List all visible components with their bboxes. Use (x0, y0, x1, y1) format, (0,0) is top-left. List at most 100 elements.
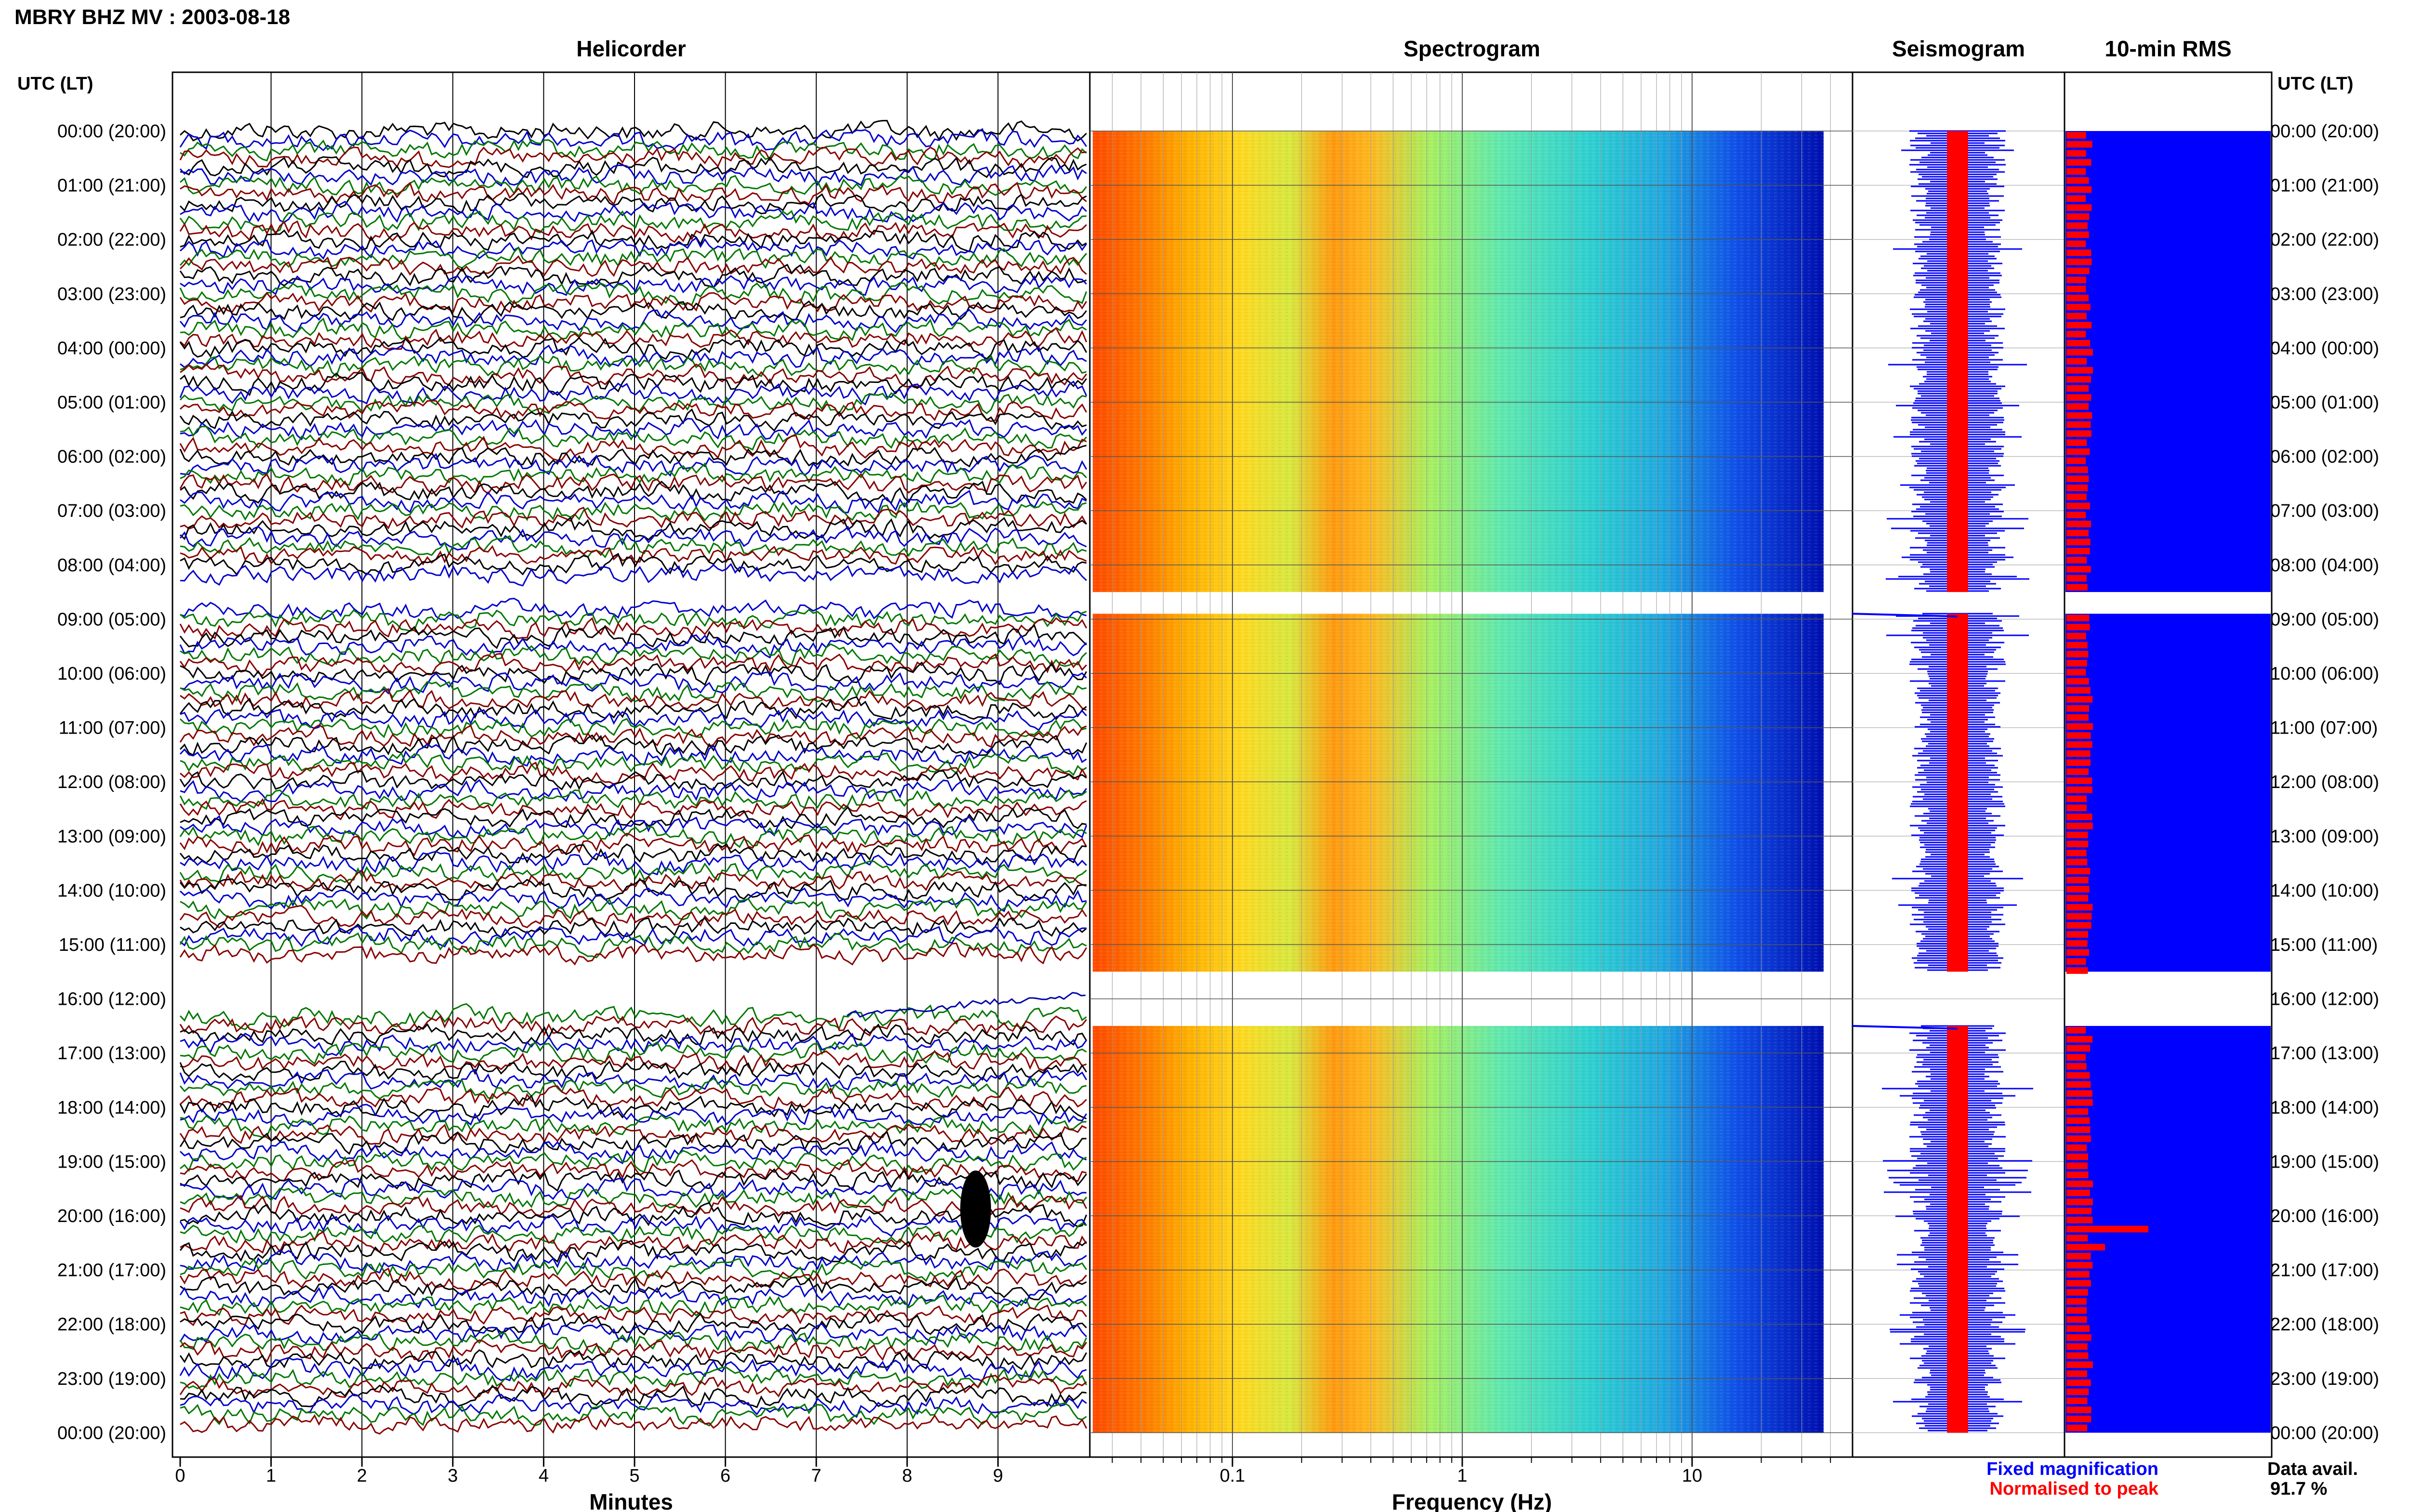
helicorder-trace (180, 815, 1087, 839)
rms-normalised-bar (2066, 330, 2086, 338)
time-labels-right: 00:00 (20:00) 01:00 (21:00) 02:00 (22:00) 0… (2270, 121, 2379, 1443)
helicorder-trace (180, 1414, 1087, 1435)
rms-normalised-bar (2066, 286, 2086, 292)
rms-normalised-bar (2066, 484, 2088, 491)
time-label-left: 21:00 (17:00) (57, 1261, 166, 1281)
rms-normalised-bar (2066, 1397, 2088, 1405)
helicorder-trace (180, 545, 1087, 566)
time-label-left: 18:00 (14:00) (57, 1098, 166, 1118)
rms-normalised-bar (2066, 322, 2092, 329)
helicorder-panel (172, 71, 1091, 1458)
helicorder-trace (179, 1131, 1087, 1155)
rms-title: 10-min RMS (2105, 36, 2231, 61)
helicorder-trace (179, 210, 1087, 234)
helicorder-event (960, 1170, 991, 1248)
time-label-left: 14:00 (10:00) (57, 881, 166, 901)
rms-normalised-bar (2066, 786, 2092, 793)
rms-normalised-bar (2066, 804, 2087, 812)
helicorder-trace (179, 1094, 1087, 1119)
rms-normalised-bar (2066, 1415, 2091, 1422)
rms-normalised-bar (2066, 412, 2092, 419)
rms-normalised-bar (2066, 267, 2090, 275)
seismogram-normalised-trace (1947, 1026, 1968, 1433)
rms-normalised-bar (2066, 922, 2091, 929)
time-label-left: 03:00 (23:00) (57, 284, 166, 304)
rms-normalised-bar (2066, 795, 2087, 802)
helicorder-trace (180, 354, 1087, 378)
rms-normalised-bar (2066, 1289, 2088, 1296)
helicorder-trace (180, 200, 1087, 223)
rms-normalised-bar (2066, 394, 2091, 401)
rms-normalised-bar (2066, 548, 2090, 555)
spectrogram-x-tick-label: 1 (1457, 1466, 1467, 1486)
helicorder-trace (179, 843, 1087, 866)
time-label-right: 00:00 (20:00) (2270, 1423, 2379, 1443)
helicorder-trace (179, 400, 1087, 422)
rms-normalised-bar (2066, 723, 2093, 730)
rms-normalised-bar (2066, 249, 2091, 256)
helicorder-trace (179, 789, 1087, 810)
rms-normalised-bar (2066, 1352, 2089, 1359)
helicorder-trace (179, 282, 1087, 306)
rms-normalised-bar (2066, 1189, 2090, 1196)
helicorder-trace (179, 146, 1087, 169)
helicorder-trace (180, 597, 1087, 620)
helicorder-trace (179, 942, 1087, 966)
rms-normalised-bar (2066, 894, 2089, 902)
helicorder-trace (180, 1177, 1087, 1201)
rms-normalised-bar (2066, 575, 2087, 582)
rms-normalised-bar (2066, 385, 2089, 392)
helicorder-trace (179, 119, 1087, 142)
helicorder-trace (179, 381, 1087, 406)
rms-normalised-bar (2066, 1099, 2093, 1106)
legend-fixed-magnification: Fixed magnification (1986, 1459, 2158, 1479)
spectrogram-panel (1089, 71, 1853, 1458)
time-label-left: 00:00 (20:00) (57, 1423, 166, 1443)
helicorder-trace (180, 806, 1087, 829)
rms-normalised-bar (2066, 349, 2093, 356)
helicorder-trace (180, 1168, 1087, 1192)
rms-normalised-bar (2066, 741, 2092, 748)
helicorder-trace (180, 425, 1087, 451)
rms-normalised-bar (2066, 913, 2092, 920)
helicorder-trace (180, 1367, 1087, 1390)
helicorder-trace (179, 1077, 1087, 1100)
rms-normalised-bar (2066, 493, 2087, 500)
helicorder-trace (179, 309, 1087, 333)
rms-normalised-bar (2066, 1325, 2090, 1332)
rms-normalised-bar (2066, 868, 2091, 875)
rms-normalised-bar (2066, 705, 2089, 712)
rms-normalised-bar (2066, 1225, 2148, 1233)
rms-normalised-bar (2066, 502, 2091, 510)
legend-normalised-to-peak: Normalised to peak (1989, 1479, 2158, 1499)
rms-normalised-bar (2066, 294, 2089, 302)
rms-normalised-bar (2066, 475, 2089, 482)
rms-normalised-bar (2066, 814, 2092, 820)
helicorder-x-tick-label: 8 (902, 1466, 912, 1486)
helicorder-trace (180, 752, 1087, 776)
helicorder-trace (180, 1276, 1087, 1301)
helicorder-trace (180, 661, 1087, 686)
helicorder-trace (179, 516, 1087, 541)
time-label-left: 23:00 (19:00) (57, 1369, 166, 1389)
helicorder-trace (179, 164, 1087, 187)
helicorder-trace (179, 826, 1087, 848)
helicorder-trace (180, 925, 1086, 948)
rms-fixed-block (2065, 131, 2271, 592)
rms-normalised-bar (2066, 750, 2091, 757)
right-time-axis-header: UTC (LT) (2277, 74, 2354, 94)
time-label-left: 15:00 (11:00) (59, 935, 166, 955)
rms-normalised-bar (2066, 1108, 2089, 1115)
rms-normalised-bar (2066, 1334, 2091, 1341)
rms-normalised-bar (2066, 240, 2086, 247)
helicorder-trace (179, 1214, 1087, 1237)
time-label-left: 12:00 (08:00) (57, 772, 166, 792)
rms-normalised-bar (2066, 768, 2089, 775)
helicorder-trace (179, 292, 1087, 313)
rms-normalised-bar (2066, 1370, 2088, 1377)
rms-normalised-bar (2066, 340, 2091, 347)
rms-normalised-bar (2066, 132, 2086, 139)
rms-normalised-bar (2066, 1298, 2087, 1305)
rms-normalised-bar (2066, 1388, 2089, 1395)
